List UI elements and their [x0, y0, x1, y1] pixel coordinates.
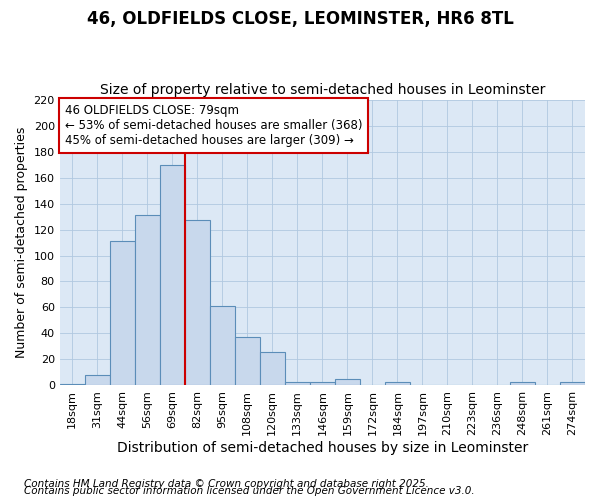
Bar	[260, 352, 285, 386]
Title: Size of property relative to semi-detached houses in Leominster: Size of property relative to semi-detach…	[100, 83, 545, 97]
Y-axis label: Number of semi-detached properties: Number of semi-detached properties	[15, 127, 28, 358]
Bar	[210, 306, 235, 386]
Text: 46, OLDFIELDS CLOSE, LEOMINSTER, HR6 8TL: 46, OLDFIELDS CLOSE, LEOMINSTER, HR6 8TL	[86, 10, 514, 28]
Bar	[135, 215, 160, 386]
Bar	[285, 382, 310, 386]
Bar	[510, 382, 535, 386]
Bar	[560, 382, 585, 386]
Text: 46 OLDFIELDS CLOSE: 79sqm
← 53% of semi-detached houses are smaller (368)
45% of: 46 OLDFIELDS CLOSE: 79sqm ← 53% of semi-…	[65, 104, 362, 147]
Text: Contains HM Land Registry data © Crown copyright and database right 2025.: Contains HM Land Registry data © Crown c…	[24, 479, 429, 489]
X-axis label: Distribution of semi-detached houses by size in Leominster: Distribution of semi-detached houses by …	[117, 441, 528, 455]
Bar	[110, 241, 135, 386]
Bar	[335, 379, 360, 386]
Bar	[385, 382, 410, 386]
Bar	[235, 338, 260, 386]
Bar	[59, 384, 85, 386]
Bar	[310, 382, 335, 386]
Text: Contains public sector information licensed under the Open Government Licence v3: Contains public sector information licen…	[24, 486, 475, 496]
Bar	[85, 375, 110, 386]
Bar	[185, 220, 210, 386]
Bar	[160, 164, 185, 386]
